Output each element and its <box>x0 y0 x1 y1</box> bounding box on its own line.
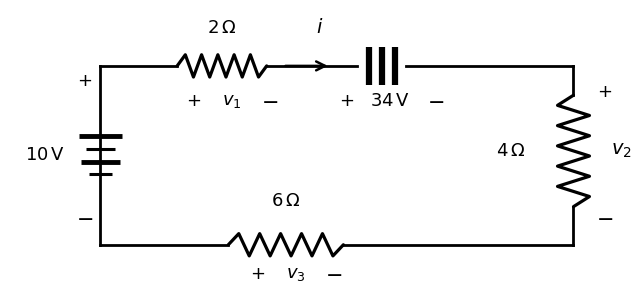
Text: $2\,\Omega$: $2\,\Omega$ <box>207 19 237 37</box>
Text: $-$: $-$ <box>76 208 93 229</box>
Text: $i$: $i$ <box>316 17 323 37</box>
Text: $6\,\Omega$: $6\,\Omega$ <box>271 192 300 210</box>
Text: $+$: $+$ <box>596 83 612 101</box>
Text: $+$: $+$ <box>339 92 354 110</box>
Text: $+$: $+$ <box>186 92 201 110</box>
Text: $-$: $-$ <box>325 264 342 284</box>
Text: $-$: $-$ <box>428 91 445 111</box>
Text: $-$: $-$ <box>596 208 613 229</box>
Text: $10\,\mathrm{V}$: $10\,\mathrm{V}$ <box>25 146 65 164</box>
Text: $4\,\Omega$: $4\,\Omega$ <box>496 142 526 160</box>
Text: $+$: $+$ <box>77 72 92 90</box>
Text: $+$: $+$ <box>250 265 265 283</box>
Text: $v_2$: $v_2$ <box>611 141 631 160</box>
Text: $34\,\mathrm{V}$: $34\,\mathrm{V}$ <box>370 92 410 110</box>
Text: $v_3$: $v_3$ <box>286 265 305 283</box>
Text: $-$: $-$ <box>261 91 279 111</box>
Text: $v_1$: $v_1$ <box>221 92 241 110</box>
